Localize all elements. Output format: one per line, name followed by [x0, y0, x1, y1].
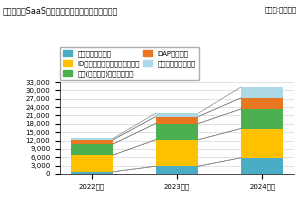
- Bar: [70, 140, 113, 144]
- Bar: [156, 113, 198, 117]
- Bar: [156, 124, 198, 140]
- Legend: 一元管理型ツール, ID管理・セキュリティ型ツール, 事業(サブスク)管理型ツール, DAP型ツール, 開発・連携型ツール: 一元管理型ツール, ID管理・セキュリティ型ツール, 事業(サブスク)管理型ツー…: [60, 47, 199, 80]
- Bar: [241, 98, 284, 109]
- Bar: [70, 172, 113, 174]
- Text: 【図表１】SaaS管理・開発ツール市場規模推移図: 【図表１】SaaS管理・開発ツール市場規模推移図: [3, 6, 118, 15]
- Bar: [241, 158, 284, 174]
- Bar: [241, 109, 284, 129]
- Text: （単位:百万円）: （単位:百万円）: [265, 6, 297, 13]
- Bar: [70, 138, 113, 140]
- Bar: [241, 87, 284, 98]
- Bar: [70, 155, 113, 172]
- Bar: [70, 144, 113, 155]
- Bar: [156, 117, 198, 124]
- Bar: [241, 129, 284, 158]
- Bar: [156, 166, 198, 174]
- Bar: [156, 140, 198, 166]
